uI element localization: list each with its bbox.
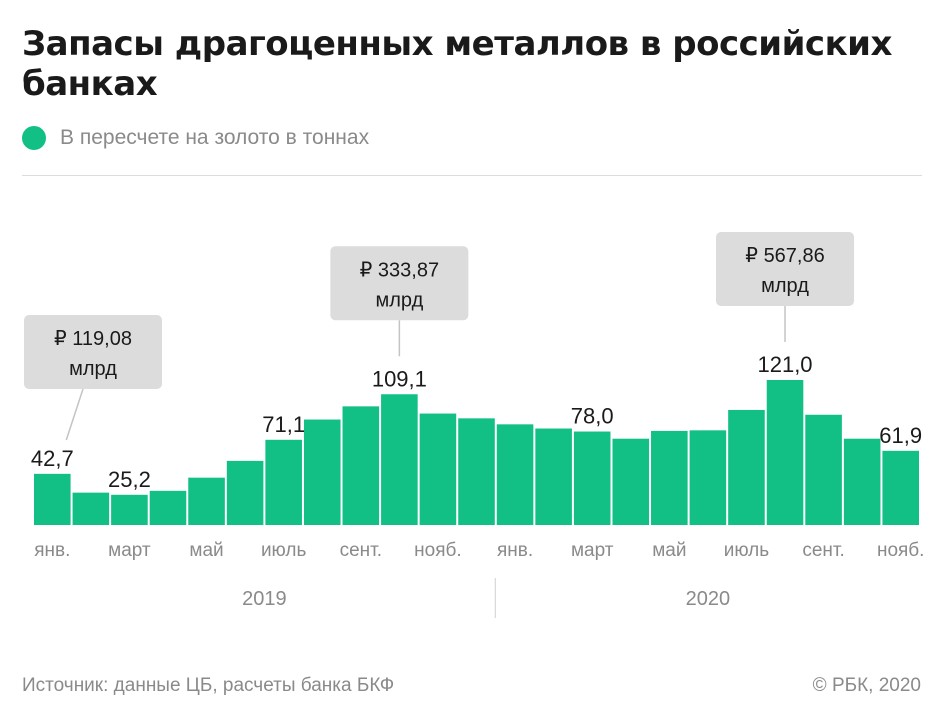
- bar: [612, 438, 650, 525]
- bar: [496, 424, 534, 525]
- value-label: 25,2: [108, 467, 151, 492]
- value-label: 78,0: [571, 404, 614, 429]
- x-tick-label: сент.: [340, 540, 382, 561]
- value-label: 71,1: [262, 412, 305, 437]
- legend: В пересчете на золото в тоннах: [22, 124, 369, 152]
- x-tick-label: март: [108, 540, 151, 561]
- bar: [458, 418, 495, 525]
- x-tick-label: нояб.: [877, 540, 925, 561]
- legend-swatch: [22, 126, 46, 150]
- x-tick-label: янв.: [34, 540, 70, 561]
- callout-leader-line: [65, 388, 84, 441]
- copyright-note: © РБК, 2020: [812, 675, 921, 696]
- bar: [111, 494, 148, 525]
- bar: [535, 428, 572, 525]
- bar: [265, 439, 302, 525]
- bar: [573, 431, 611, 525]
- callout-unit: млрд: [375, 289, 423, 311]
- legend-label: В пересчете на золото в тоннах: [60, 126, 370, 149]
- bar: [188, 477, 225, 525]
- callout-amount: ₽ 119,08: [54, 328, 132, 350]
- value-label: 121,0: [757, 352, 812, 377]
- callout-box: [716, 232, 855, 306]
- callout-amount: ₽ 333,87: [360, 259, 439, 281]
- x-tick-label: июль: [724, 540, 770, 561]
- x-tick-label: янв.: [497, 540, 533, 561]
- year-label: 2020: [686, 588, 731, 610]
- bar-chart: 42,7 25,2 71,1 109,1 78,0 121,0 61,9 ₽ 119,08 мл…: [24, 232, 925, 618]
- callout-unit: млрд: [69, 358, 117, 380]
- bar: [342, 406, 380, 525]
- x-tick-label: май: [189, 540, 223, 561]
- header-divider: [22, 175, 922, 176]
- x-tick-label: март: [571, 540, 614, 561]
- bar: [72, 492, 110, 525]
- bar: [381, 394, 418, 525]
- callout-box: [330, 246, 469, 321]
- bar: [651, 430, 688, 525]
- bar: [843, 438, 881, 525]
- bar: [766, 380, 804, 525]
- bar: [728, 409, 765, 525]
- bar: [689, 430, 727, 525]
- value-label: 61,9: [879, 423, 922, 448]
- x-tick-label: июль: [261, 540, 307, 561]
- value-label: 42,7: [31, 446, 74, 471]
- callout-amount: ₽ 567,86: [745, 245, 824, 267]
- bar: [149, 490, 187, 525]
- year-label: 2019: [242, 588, 287, 610]
- x-tick-label: сент.: [802, 540, 844, 561]
- callout-unit: млрд: [761, 275, 809, 297]
- bar: [303, 419, 341, 525]
- callout-box: [24, 315, 162, 389]
- bar: [226, 460, 264, 525]
- bar: [34, 473, 71, 525]
- bar: [805, 414, 842, 525]
- source-note: Источник: данные ЦБ, расчеты банка БКФ: [22, 675, 395, 696]
- x-tick-label: май: [652, 540, 686, 561]
- bar: [419, 413, 457, 525]
- value-label: 109,1: [372, 366, 427, 391]
- x-tick-label: нояб.: [414, 540, 462, 561]
- bar: [882, 450, 919, 525]
- chart-title: Запасы драгоценных металлов в российских…: [22, 24, 892, 104]
